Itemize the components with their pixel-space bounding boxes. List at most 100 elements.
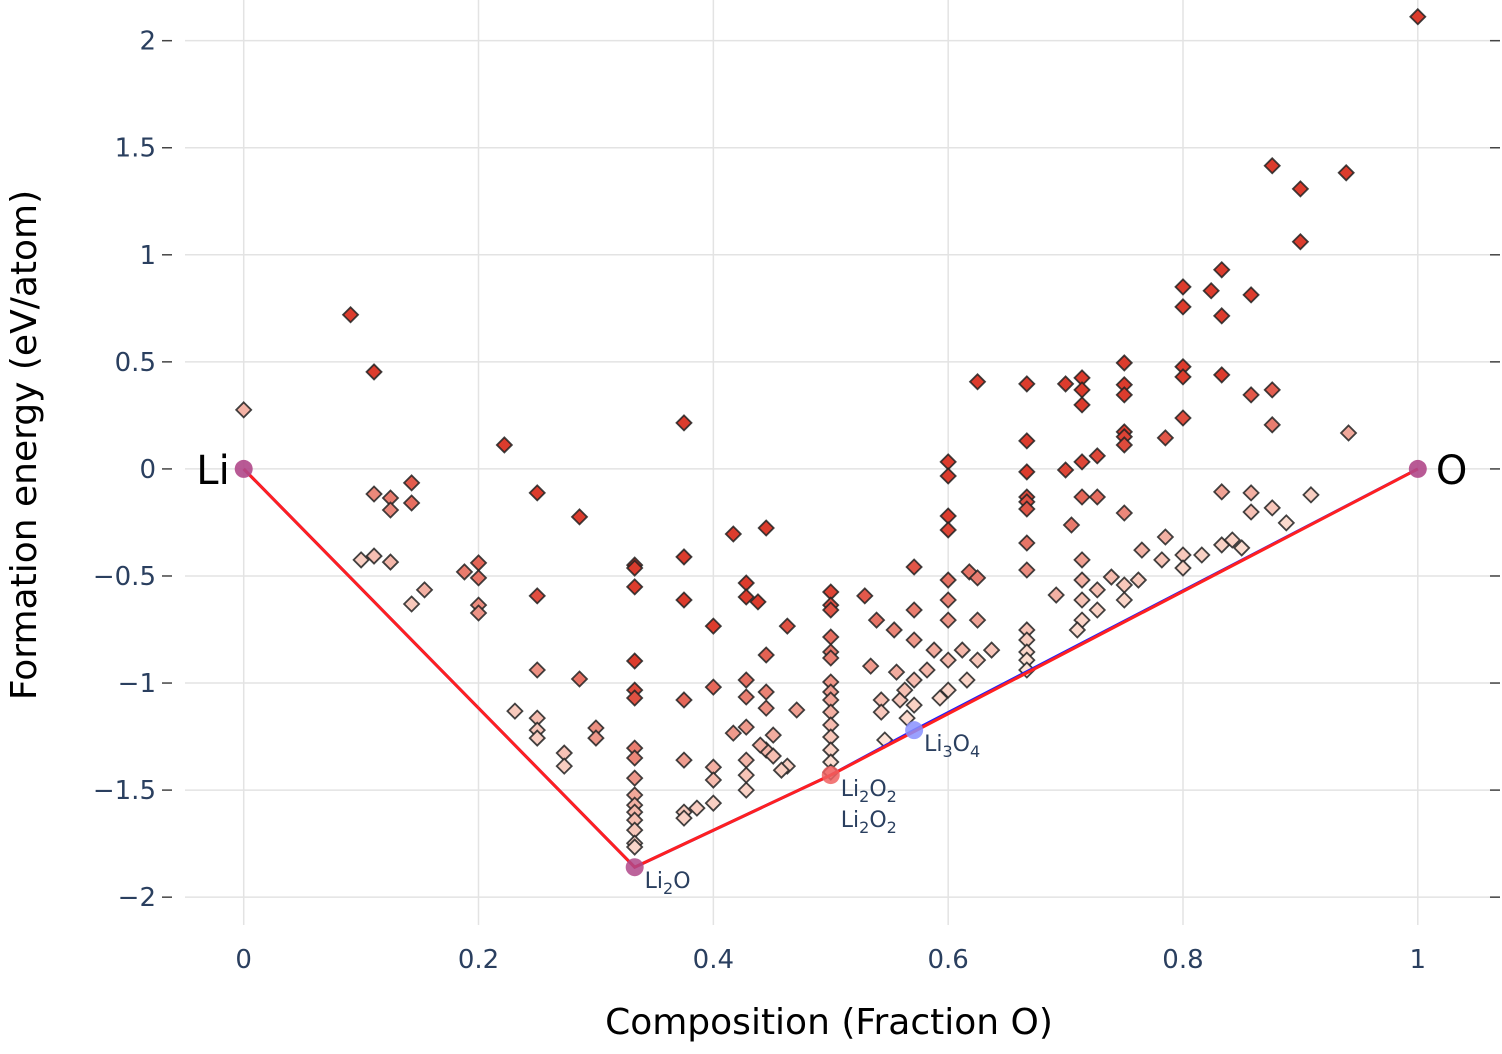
unstable-phase-point: [905, 601, 923, 619]
unstable-phase-point: [1056, 461, 1075, 479]
unstable-phase-point: [352, 551, 370, 569]
unstable-phase-point: [737, 671, 755, 689]
unstable-phase-point: [1291, 180, 1310, 198]
stable-phase-label: Li2O2: [841, 777, 897, 806]
unstable-phase-point: [772, 761, 791, 779]
unstable-phase-point: [821, 628, 840, 646]
y-tick-label: −2: [118, 883, 156, 913]
stable-phase-marker: [625, 858, 644, 877]
unstable-phase-point: [402, 494, 421, 512]
unstable-phase-point: [953, 641, 972, 659]
unstable-phase-point: [1088, 601, 1107, 619]
x-tick-label: 0.6: [927, 945, 968, 975]
unstable-phase-point: [1156, 528, 1175, 546]
unstable-phase-point: [381, 553, 400, 571]
unstable-phase-point: [625, 689, 644, 707]
unstable-phase-point: [704, 771, 723, 789]
unstable-phase-point: [704, 617, 723, 635]
unstable-phase-point: [905, 558, 923, 576]
label-subscript: 4: [970, 742, 980, 761]
label-subscript: 2: [859, 818, 869, 837]
unstable-phase-point: [737, 766, 755, 784]
unstable-phase-point: [528, 484, 547, 502]
unstable-phase-point: [1263, 416, 1281, 434]
unstable-phase-point: [939, 571, 957, 589]
unstable-phase-point: [757, 646, 775, 664]
unstable-phase-point: [1174, 278, 1192, 296]
unstable-phase-point: [625, 578, 644, 596]
label-subscript: 2: [887, 787, 897, 806]
y-tick-label: −1: [118, 669, 156, 699]
unstable-phase-point: [982, 641, 1001, 659]
label-element: O: [953, 732, 970, 757]
unstable-phase-point: [1115, 576, 1134, 594]
label-element: O: [869, 777, 886, 802]
unstable-phase-point: [365, 363, 383, 381]
unstable-phase-point: [1115, 436, 1134, 454]
unstable-phase-point: [757, 683, 775, 701]
unstable-phase-point: [570, 670, 589, 688]
unstable-phase-point: [1232, 539, 1251, 557]
unstable-phase-point: [1018, 432, 1036, 450]
hull-line-blue: [242, 467, 1419, 869]
unstable-phase-point: [939, 521, 957, 539]
unstable-phase-point: [625, 769, 644, 787]
unstable-phase-point: [1242, 484, 1260, 502]
y-axis-title: Formation energy (eV/atom): [4, 190, 45, 700]
unstable-phase-point: [341, 305, 360, 324]
x-tick-label: 1: [1410, 945, 1427, 975]
unstable-phase-point: [737, 718, 755, 736]
label-subscript: 2: [887, 818, 897, 837]
unstable-phase-point: [1212, 483, 1231, 501]
unstable-phase-point: [1174, 298, 1192, 316]
unstable-phase-point: [402, 595, 421, 613]
unstable-phase-point: [469, 604, 488, 622]
y-tick-label: 1: [139, 241, 156, 271]
unstable-phase-point: [1223, 531, 1242, 549]
unstable-phase-point: [968, 651, 987, 669]
unstable-phase-point: [939, 467, 957, 485]
unstable-phase-point: [1088, 447, 1107, 465]
unstable-phase-point: [1115, 386, 1134, 404]
unstable-phase-point: [787, 701, 806, 719]
unstable-phase-point: [1133, 541, 1151, 559]
unstable-phase-point: [1202, 282, 1220, 300]
unstable-phase-point: [757, 699, 775, 717]
y-tick-label: −1.5: [93, 776, 156, 806]
y-axis-ticks: 2 1.5 1 0.5 0 −0.5 −1 −1.5 −2: [93, 27, 1500, 913]
unstable-phase-point: [1263, 381, 1281, 399]
unstable-phase-point: [528, 661, 547, 679]
unstable-phase-point: [1242, 503, 1260, 521]
unstable-phase-point: [1153, 551, 1171, 569]
unstable-phase-point: [925, 641, 943, 659]
unstable-phase-point: [1339, 424, 1358, 442]
label-element: Li: [645, 869, 663, 894]
unstable-phase-point: [905, 631, 923, 649]
unstable-phase-point: [931, 689, 949, 707]
unstable-phase-point: [1018, 375, 1036, 393]
unstable-phase-point: [495, 436, 514, 454]
unstable-phase-point: [885, 621, 903, 639]
unstable-phase-point: [1018, 534, 1036, 552]
unstable-phase-point: [887, 663, 906, 681]
y-tick-label: 0: [139, 455, 156, 485]
unstable-phase-point: [737, 588, 755, 606]
unstable-phase-point: [764, 726, 783, 744]
unstable-phase-point: [1115, 591, 1134, 609]
unstable-phase-point: [1129, 571, 1148, 589]
unstable-phase-point: [1018, 500, 1036, 518]
unstable-phase-point: [528, 729, 547, 747]
unstable-phase-point: [1115, 504, 1134, 522]
unstable-phase-point: [968, 569, 987, 587]
unstable-phase-point: [939, 651, 957, 669]
unstable-phase-point: [1073, 396, 1091, 414]
unstable-phase-point: [1212, 261, 1231, 279]
unstable-phase-point: [872, 703, 891, 721]
unstable-phase-point: [1062, 516, 1081, 534]
stable-phase-marker: [905, 721, 924, 740]
unstable-phase-point: [749, 593, 767, 611]
label-subscript: 2: [859, 787, 869, 806]
hull-line-red: [242, 467, 1419, 869]
unstable-phase-point: [1088, 581, 1107, 599]
